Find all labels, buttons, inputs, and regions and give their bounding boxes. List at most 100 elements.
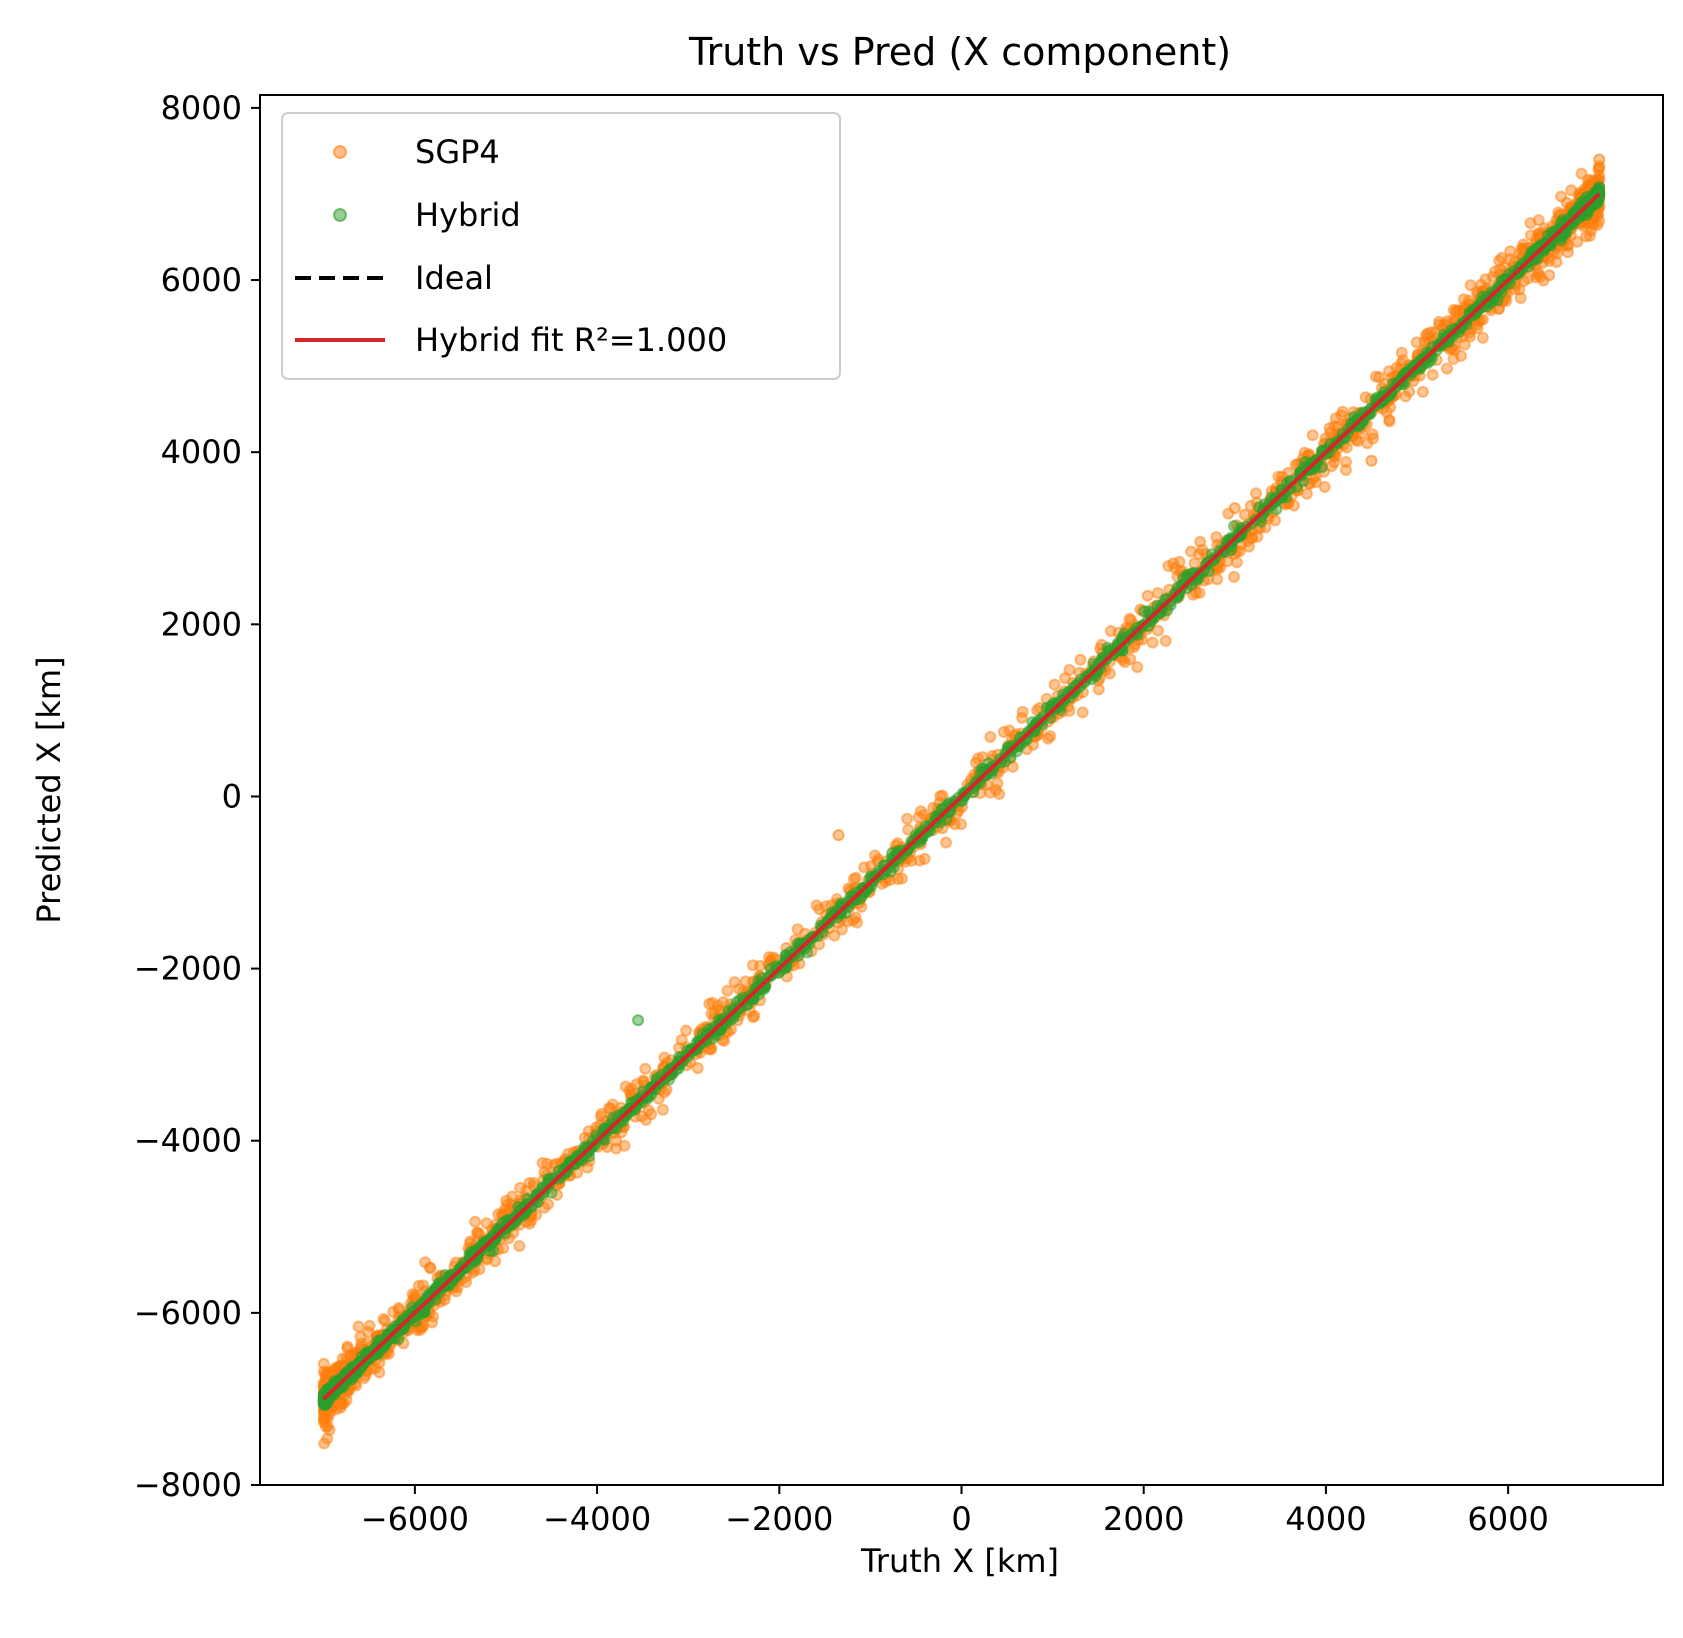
scatter-point xyxy=(469,1215,482,1228)
scatter-point xyxy=(691,1062,704,1075)
scatter-point xyxy=(1152,624,1165,637)
scatter-point xyxy=(1318,481,1331,493)
scatter-point xyxy=(321,1432,334,1445)
scatter-point xyxy=(1193,548,1206,561)
scatter-point xyxy=(1335,409,1348,422)
scatter-point xyxy=(1555,190,1568,203)
scatter-point xyxy=(419,1256,432,1269)
x-tick-label: −4000 xyxy=(543,1500,651,1538)
x-axis-label: Truth X [km] xyxy=(860,1542,1059,1580)
scatter-point xyxy=(1489,265,1501,278)
legend-label-hybrid: Hybrid xyxy=(415,196,521,234)
scatter-point xyxy=(680,1024,693,1037)
scatter-point xyxy=(1228,570,1240,583)
legend-label-hybrid-fit: Hybrid fit R²=1.000 xyxy=(415,321,727,359)
y-tick-label: 6000 xyxy=(161,261,242,299)
scatter-point xyxy=(1447,303,1460,316)
scatter-point xyxy=(1016,705,1029,718)
legend-marker-hybrid xyxy=(333,208,347,222)
scatter-point xyxy=(1441,362,1453,375)
scatter-point xyxy=(1309,476,1322,489)
scatter-point xyxy=(392,1333,405,1345)
scatter-point xyxy=(1592,163,1605,176)
scatter-point xyxy=(363,1319,376,1332)
scatter-point xyxy=(1366,428,1379,441)
x-tick-label: −6000 xyxy=(361,1500,469,1538)
scatter-outlier-point xyxy=(832,829,845,842)
scatter-point xyxy=(984,786,997,799)
scatter-point xyxy=(514,1181,527,1194)
y-tick-label: −8000 xyxy=(134,1466,242,1504)
scatter-point xyxy=(623,1085,636,1097)
x-tick-label: 6000 xyxy=(1467,1500,1548,1538)
scatter-point xyxy=(471,1226,484,1239)
chart-title: Truth vs Pred (X component) xyxy=(688,30,1231,74)
scatter-point xyxy=(412,1279,425,1292)
scatter-point xyxy=(1048,678,1061,691)
scatter-point xyxy=(1532,214,1545,227)
scatter-point xyxy=(656,1103,669,1116)
scatter-point xyxy=(1270,503,1283,516)
scatter-outlier-point xyxy=(1593,153,1606,166)
scatter-point xyxy=(1340,456,1352,468)
scatter-point xyxy=(1534,270,1547,283)
scatter-point xyxy=(934,790,947,803)
scatter-point xyxy=(352,1320,365,1333)
scatter-point xyxy=(918,852,931,865)
scatter-point xyxy=(706,996,719,1009)
scatter-point xyxy=(1193,587,1206,599)
scatter-outlier-point xyxy=(632,1014,645,1027)
scatter-point xyxy=(1580,230,1592,243)
scatter-point xyxy=(1131,661,1144,674)
scatter-point xyxy=(1416,385,1429,398)
scatter-point xyxy=(1410,336,1423,349)
scatter-point xyxy=(1074,653,1087,666)
scatter-point xyxy=(1495,251,1508,264)
y-tick-label: 0 xyxy=(222,777,242,815)
scatter-point xyxy=(940,836,952,849)
scatter-point xyxy=(1306,429,1319,442)
x-tick-label: 2000 xyxy=(1103,1500,1184,1538)
scatter-point xyxy=(642,1104,655,1117)
scatter-point xyxy=(1514,292,1527,304)
legend-marker-sgp4 xyxy=(333,145,347,159)
scatter-point xyxy=(1230,556,1243,569)
scatter-point xyxy=(610,1142,623,1155)
scatter-point xyxy=(1565,184,1578,197)
scatter-point xyxy=(748,1009,761,1022)
scatter-point xyxy=(1433,318,1446,331)
scatter-point xyxy=(849,871,862,884)
y-tick-label: −2000 xyxy=(134,950,242,988)
scatter-point xyxy=(1340,464,1352,476)
scatter-point xyxy=(955,818,967,831)
scatter-point xyxy=(1245,532,1258,544)
scatter-point xyxy=(914,805,927,818)
scatter-point xyxy=(1211,573,1224,586)
scatter-point xyxy=(1383,413,1396,426)
legend-label-ideal: Ideal xyxy=(415,259,493,297)
scatter-point xyxy=(791,923,804,936)
scatter-point xyxy=(1464,279,1477,292)
scatter-point xyxy=(984,730,997,743)
scatter-point xyxy=(1159,634,1172,647)
x-tick-label: −2000 xyxy=(725,1500,833,1538)
plot-area xyxy=(317,153,1606,1450)
scatter-point xyxy=(858,861,871,874)
scatter-point xyxy=(1272,470,1285,483)
scatter-point xyxy=(1123,612,1136,625)
x-tick-label: 0 xyxy=(951,1500,971,1538)
scatter-point xyxy=(1361,437,1374,450)
scatter-point xyxy=(1162,560,1175,572)
scatter-point xyxy=(1426,368,1439,381)
scatter-point xyxy=(901,812,914,825)
scatter-point xyxy=(1044,730,1057,743)
y-tick-label: −4000 xyxy=(134,1122,242,1160)
scatter-point xyxy=(1141,589,1154,602)
scatter-point xyxy=(1063,663,1076,676)
y-tick-label: 8000 xyxy=(161,89,242,127)
scatter-point xyxy=(1146,636,1159,649)
scatter-outlier-point xyxy=(1228,502,1241,515)
